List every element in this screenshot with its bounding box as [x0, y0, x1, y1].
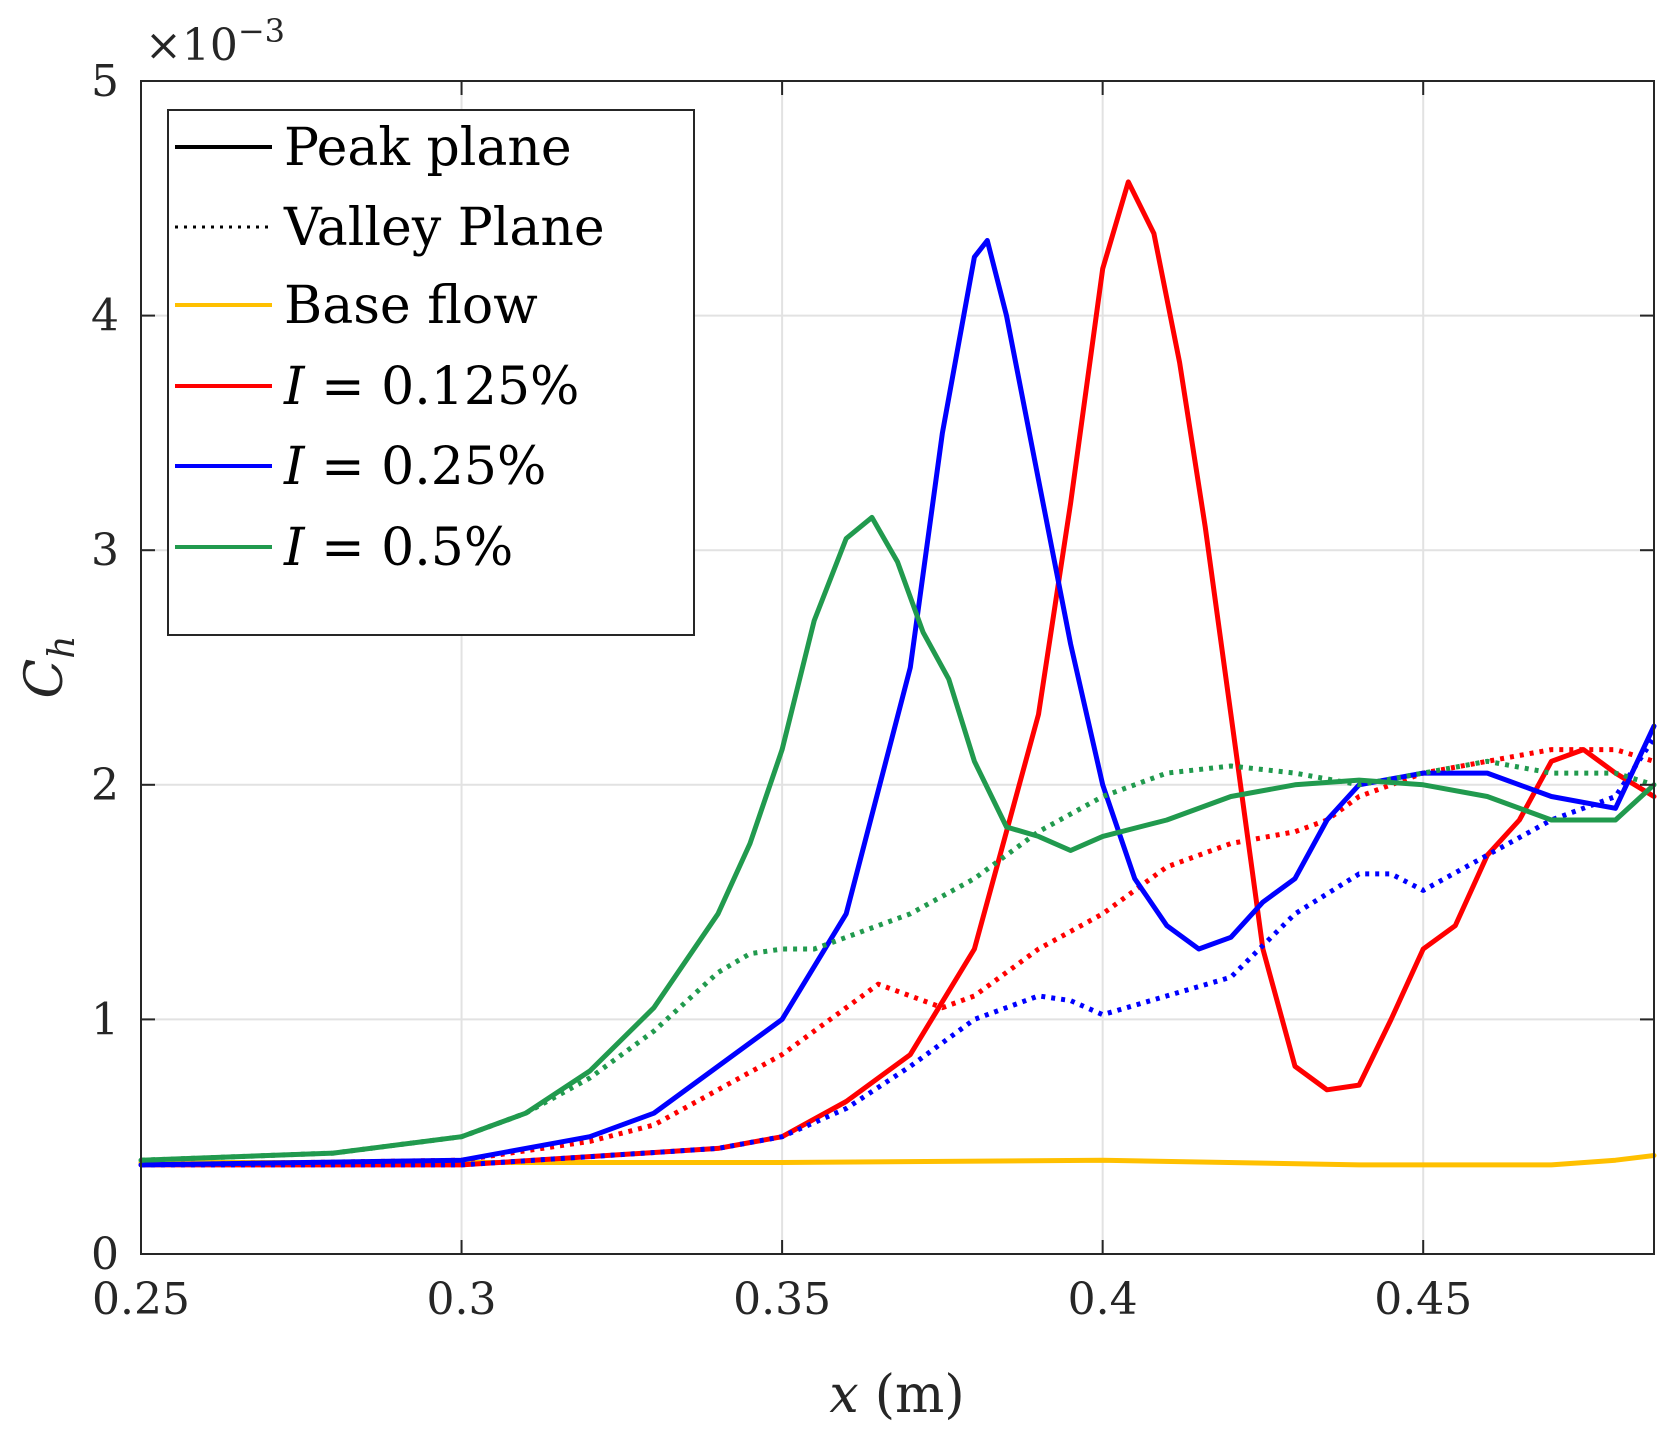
legend-label-var: I — [283, 437, 306, 497]
series-line-base-flow — [138, 1153, 1657, 1168]
legend-label-rest: = 0.125% — [305, 357, 580, 417]
y-axis-label-sub: h — [42, 636, 83, 659]
x-tick-label: 0.35 — [733, 1274, 831, 1325]
legend-label: I = 0.125% — [283, 357, 579, 417]
legend-label-var: I — [283, 518, 306, 578]
plot-frame — [140, 80, 1655, 1255]
legend-label-var: I — [283, 357, 306, 417]
y-tick-label: 2 — [91, 760, 119, 811]
series-line-i-0-25-valley — [141, 736, 1657, 1168]
y-tick-label: 3 — [91, 525, 119, 576]
x-tick-label: 0.25 — [92, 1274, 190, 1325]
series-line-i-0-125-valley — [140, 747, 1655, 1168]
legend: Peak plane Valley Plane Base flow I = 0.125… — [167, 109, 695, 636]
legend-label: Base flow — [284, 276, 538, 336]
x-tick-label: 0.3 — [427, 1274, 497, 1325]
legend-label: Peak plane — [284, 118, 572, 178]
legend-label: I = 0.25% — [283, 437, 546, 497]
x-axis-label-unit: (m) — [875, 1365, 965, 1425]
x-tick-label: 0.45 — [1374, 1274, 1472, 1325]
series-line-i-0-5-valley — [140, 758, 1655, 1163]
y-axis-label-base: C — [15, 659, 75, 699]
series-line-i-0-25-peak — [138, 238, 1657, 1168]
axis-multiplier-exponent: −3 — [238, 12, 285, 50]
legend-label: Valley Plane — [283, 198, 605, 258]
legend-label: I = 0.5% — [283, 518, 513, 578]
y-tick-label: 4 — [91, 291, 119, 342]
y-tick-label: 5 — [91, 56, 119, 107]
ticks: 0.25 0.3 0.35 0.4 0.45 0 1 2 3 4 5 — [91, 56, 1654, 1325]
x-axis-label: x (m) — [829, 1365, 964, 1425]
axis-multiplier: ×10−3 — [145, 12, 285, 71]
series-layer — [138, 179, 1657, 1168]
legend-label-rest: = 0.25% — [305, 437, 547, 497]
x-tick-label: 0.4 — [1068, 1274, 1138, 1325]
axis-multiplier-base: ×10 — [145, 20, 238, 71]
legend-label-rest: = 0.5% — [305, 518, 514, 578]
x-axis-label-var: x — [829, 1365, 858, 1425]
series-line-i-0-125-peak — [138, 179, 1657, 1168]
y-tick-label: 0 — [91, 1229, 119, 1280]
y-tick-label: 1 — [91, 994, 119, 1045]
y-axis-label: Ch — [15, 636, 83, 699]
